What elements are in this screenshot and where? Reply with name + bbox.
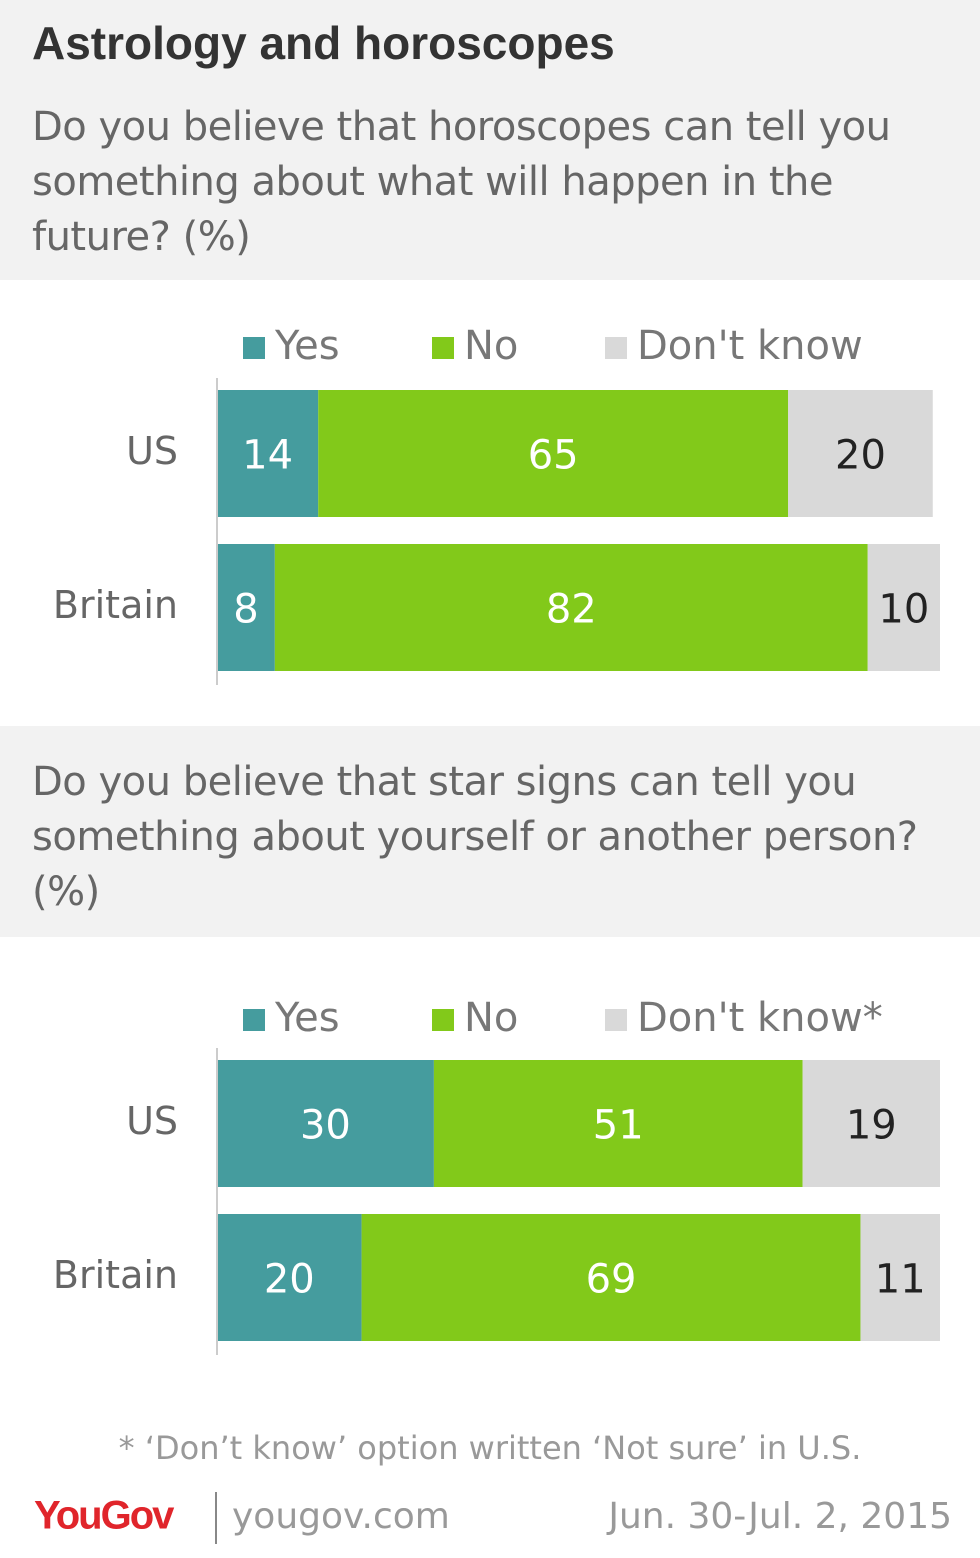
bar-segment — [217, 544, 275, 671]
bar-segment — [318, 390, 789, 517]
value-label: 20 — [835, 433, 886, 479]
legend-swatch — [243, 337, 265, 359]
chart-title: Do you believe that horoscopes can tell … — [32, 104, 891, 260]
category-label: Britain — [53, 1253, 178, 1297]
bar-segment — [217, 390, 319, 517]
category-label: US — [126, 429, 178, 473]
category-label: US — [126, 1099, 178, 1143]
bar-segment — [433, 1060, 803, 1187]
website: yougov.com — [232, 1496, 450, 1537]
value-label: 10 — [878, 587, 929, 633]
value-label: 30 — [300, 1103, 351, 1149]
legend-label: Don't know* — [637, 995, 883, 1041]
bar-segment — [217, 1060, 434, 1187]
legend-swatch — [432, 1009, 454, 1031]
bar-segment — [274, 544, 868, 671]
value-label: 69 — [586, 1257, 637, 1303]
bar-segment — [867, 544, 940, 671]
value-label: 65 — [528, 433, 579, 479]
logo: YouGov — [34, 1494, 175, 1538]
legend-swatch — [605, 337, 627, 359]
question-band — [0, 726, 980, 937]
header-band — [0, 0, 980, 280]
category-label: Britain — [53, 583, 178, 627]
value-label: 11 — [875, 1257, 926, 1303]
legend-label: Yes — [274, 323, 340, 369]
date: Jun. 30-Jul. 2, 2015 — [606, 1496, 952, 1537]
legend-label: No — [464, 995, 518, 1041]
value-label: 82 — [546, 587, 597, 633]
value-label: 19 — [846, 1103, 897, 1149]
chart-title: Do you believe that star signs can tell … — [32, 759, 918, 915]
legend-swatch — [243, 1009, 265, 1031]
value-label: 8 — [233, 587, 258, 633]
value-label: 51 — [593, 1103, 644, 1149]
bar-segment — [217, 1214, 362, 1341]
value-label: 14 — [242, 433, 293, 479]
legend-label: Don't know — [637, 323, 863, 369]
bar-segment — [802, 1060, 940, 1187]
legend-label: No — [464, 323, 518, 369]
legend-swatch — [605, 1009, 627, 1031]
bar-segment — [788, 390, 933, 517]
footnote: * ‘Don’t know’ option written ‘Not sure’… — [119, 1429, 862, 1467]
bar-segment — [860, 1214, 940, 1341]
bar-segment — [361, 1214, 861, 1341]
legend-swatch — [432, 337, 454, 359]
value-label: 20 — [264, 1257, 315, 1303]
page-title: Astrology and horoscopes — [32, 17, 615, 69]
legend-label: Yes — [274, 995, 340, 1041]
